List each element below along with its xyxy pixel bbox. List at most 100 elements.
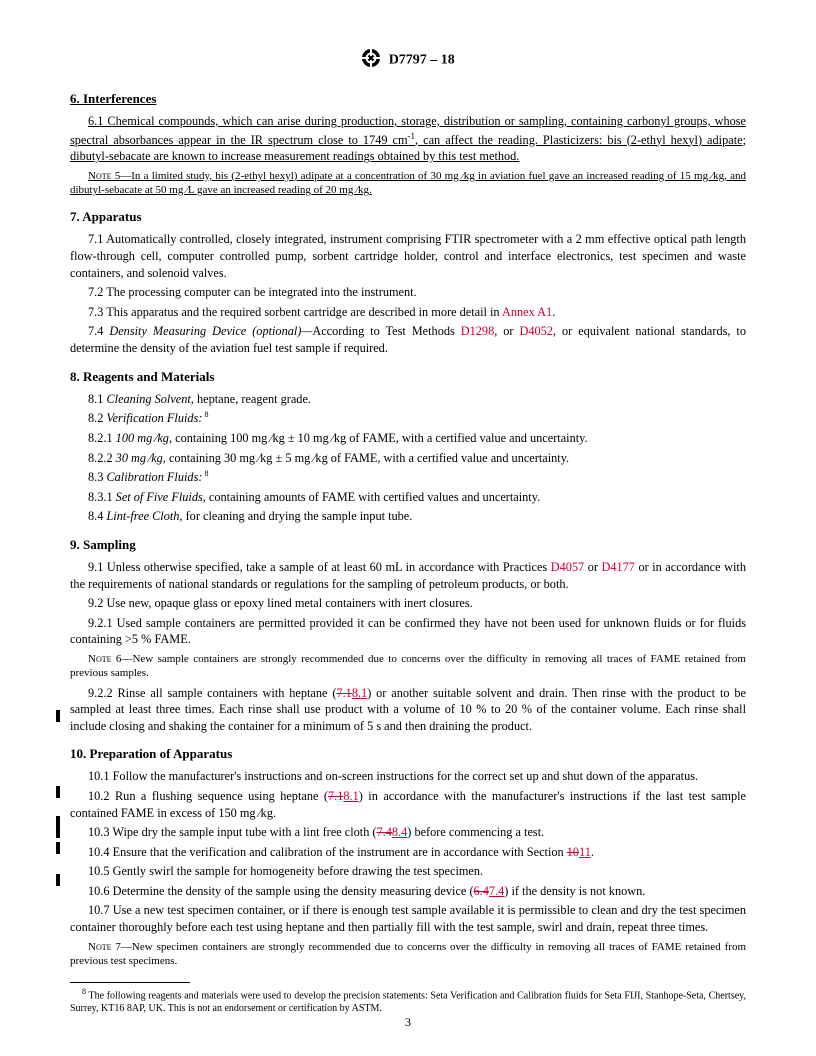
footnote-text: The following reagents and materials wer… xyxy=(70,991,746,1015)
section-8-title: 8. Reagents and Materials xyxy=(70,369,746,385)
t: Set of Five Fluids, xyxy=(116,490,206,504)
para-8-2: 8.2 Verification Fluids: 8 xyxy=(70,410,746,427)
new-ref: 8.1 xyxy=(343,789,358,803)
para-10-3: 10.3 Wipe dry the sample input tube with… xyxy=(70,824,746,841)
old-ref: 7.1 xyxy=(328,789,343,803)
section-10-title: 10. Preparation of Apparatus xyxy=(70,746,746,762)
note-5: Note 5—In a limited study, bis (2-ethyl … xyxy=(70,169,746,198)
note-label: Note 5— xyxy=(88,170,131,182)
t: Verification Fluids: xyxy=(106,411,202,425)
para-6-1: 6.1 Chemical compounds, which can arise … xyxy=(70,113,746,165)
t: or xyxy=(584,560,601,574)
t: 10.2 Run a flushing sequence using hepta… xyxy=(88,789,328,803)
para-7-3: 7.3 This apparatus and the required sorb… xyxy=(70,304,746,321)
note-label: Note 6— xyxy=(88,653,132,665)
page-number: 3 xyxy=(0,1015,816,1030)
t: 30 mg ⁄kg, xyxy=(116,451,166,465)
note-6: Note 6—New sample containers are strongl… xyxy=(70,652,746,681)
t: for cleaning and drying the sample input… xyxy=(183,509,413,523)
t: 8.2.1 xyxy=(88,431,116,445)
t: . xyxy=(591,845,594,859)
para-10-1: 10.1 Follow the manufacturer's instructi… xyxy=(70,768,746,785)
para-7-4: 7.4 Density Measuring Device (optional)—… xyxy=(70,323,746,356)
old-ref: 7.1 xyxy=(336,686,351,700)
para-10-4: 10.4 Ensure that the verification and ca… xyxy=(70,844,746,861)
t: ) before commencing a test. xyxy=(407,825,544,839)
page: D7797 – 18 6. Interferences 6.1 Chemical… xyxy=(0,0,816,1056)
link-d4057[interactable]: D4057 xyxy=(551,560,584,574)
t: 9.2.2 Rinse all sample containers with h… xyxy=(88,686,336,700)
t: 8.3.1 xyxy=(88,490,116,504)
para-9-2: 9.2 Use new, opaque glass or epoxy lined… xyxy=(70,595,746,612)
astm-logo xyxy=(361,48,381,73)
t: Lint-free Cloth, xyxy=(106,509,182,523)
t: 9.1 Unless otherwise specified, take a s… xyxy=(88,560,551,574)
t: ) if the density is not known. xyxy=(504,884,645,898)
t: heptane, reagent grade. xyxy=(194,392,311,406)
link-annex-a1[interactable]: Annex A1 xyxy=(502,305,552,319)
t: 8.3 xyxy=(88,470,106,484)
t: containing 100 mg ⁄kg ± 10 mg ⁄kg of FAM… xyxy=(172,431,588,445)
t: 8.2 xyxy=(88,411,106,425)
new-ref: 7.4 xyxy=(489,884,504,898)
t: containing 30 mg ⁄kg ± 5 mg ⁄kg of FAME,… xyxy=(166,451,569,465)
para-9-1: 9.1 Unless otherwise specified, take a s… xyxy=(70,559,746,592)
para-8-2-2: 8.2.2 30 mg ⁄kg, containing 30 mg ⁄kg ± … xyxy=(70,450,746,467)
old-ref: 6.4 xyxy=(474,884,489,898)
change-bar xyxy=(56,842,60,854)
t: 8.4 xyxy=(88,509,106,523)
footnote-rule xyxy=(70,982,190,983)
change-bar xyxy=(56,710,60,722)
link-d4052[interactable]: D4052 xyxy=(519,324,552,338)
page-header: D7797 – 18 xyxy=(70,48,746,73)
t: 7.3 This apparatus and the required sorb… xyxy=(88,305,502,319)
footnote-ref: 8 xyxy=(202,410,208,419)
note-label: Note 7— xyxy=(88,941,132,953)
change-bar xyxy=(56,874,60,886)
t: 10.6 Determine the density of the sample… xyxy=(88,884,474,898)
exp: -1 xyxy=(408,131,416,141)
para-8-1: 8.1 Cleaning Solvent, heptane, reagent g… xyxy=(70,391,746,408)
change-bar xyxy=(56,816,60,838)
section-6-title: 6. Interferences xyxy=(70,91,746,107)
note-7: Note 7—New specimen containers are stron… xyxy=(70,940,746,969)
t: Density Measuring Device (optional)— xyxy=(109,324,312,338)
t: , or xyxy=(494,324,519,338)
t: 8.2.2 xyxy=(88,451,116,465)
old-ref: 10 xyxy=(567,845,579,859)
para-10-6: 10.6 Determine the density of the sample… xyxy=(70,883,746,900)
link-d4177[interactable]: D4177 xyxy=(601,560,634,574)
footnote-8: 8 The following reagents and materials w… xyxy=(70,987,746,1015)
note-text: New specimen containers are strongly rec… xyxy=(70,941,746,967)
t: 10.3 Wipe dry the sample input tube with… xyxy=(88,825,377,839)
para-8-3-1: 8.3.1 Set of Five Fluids, containing amo… xyxy=(70,489,746,506)
para-7-1: 7.1 Automatically controlled, closely in… xyxy=(70,231,746,281)
footnote-ref: 8 xyxy=(202,469,208,478)
t: 10.4 Ensure that the verification and ca… xyxy=(88,845,567,859)
t: 8.1 xyxy=(88,392,106,406)
para-8-3: 8.3 Calibration Fluids: 8 xyxy=(70,469,746,486)
t: . xyxy=(552,305,555,319)
t: 100 mg ⁄kg, xyxy=(116,431,172,445)
section-7-title: 7. Apparatus xyxy=(70,209,746,225)
old-ref: 7.4 xyxy=(377,825,392,839)
para-8-4: 8.4 Lint-free Cloth, for cleaning and dr… xyxy=(70,508,746,525)
new-ref: 11 xyxy=(579,845,591,859)
t: 7.4 xyxy=(88,324,109,338)
para-9-2-1: 9.2.1 Used sample containers are permitt… xyxy=(70,615,746,648)
para-7-2: 7.2 The processing computer can be integ… xyxy=(70,284,746,301)
link-d1298[interactable]: D1298 xyxy=(461,324,494,338)
new-ref: 8.4 xyxy=(392,825,407,839)
para-10-2: 10.2 Run a flushing sequence using hepta… xyxy=(70,788,746,821)
note-text: New sample containers are strongly recom… xyxy=(70,653,746,679)
para-8-2-1: 8.2.1 100 mg ⁄kg, containing 100 mg ⁄kg … xyxy=(70,430,746,447)
section-9-title: 9. Sampling xyxy=(70,537,746,553)
t: According to Test Methods xyxy=(312,324,460,338)
note-text: In a limited study, bis (2-ethyl hexyl) … xyxy=(70,170,746,196)
para-9-2-2: 9.2.2 Rinse all sample containers with h… xyxy=(70,685,746,735)
t: Cleaning Solvent, xyxy=(106,392,193,406)
t: Calibration Fluids: xyxy=(106,470,202,484)
t: containing amounts of FAME with certifie… xyxy=(206,490,540,504)
new-ref: 8.1 xyxy=(352,686,367,700)
para-10-5: 10.5 Gently swirl the sample for homogen… xyxy=(70,863,746,880)
